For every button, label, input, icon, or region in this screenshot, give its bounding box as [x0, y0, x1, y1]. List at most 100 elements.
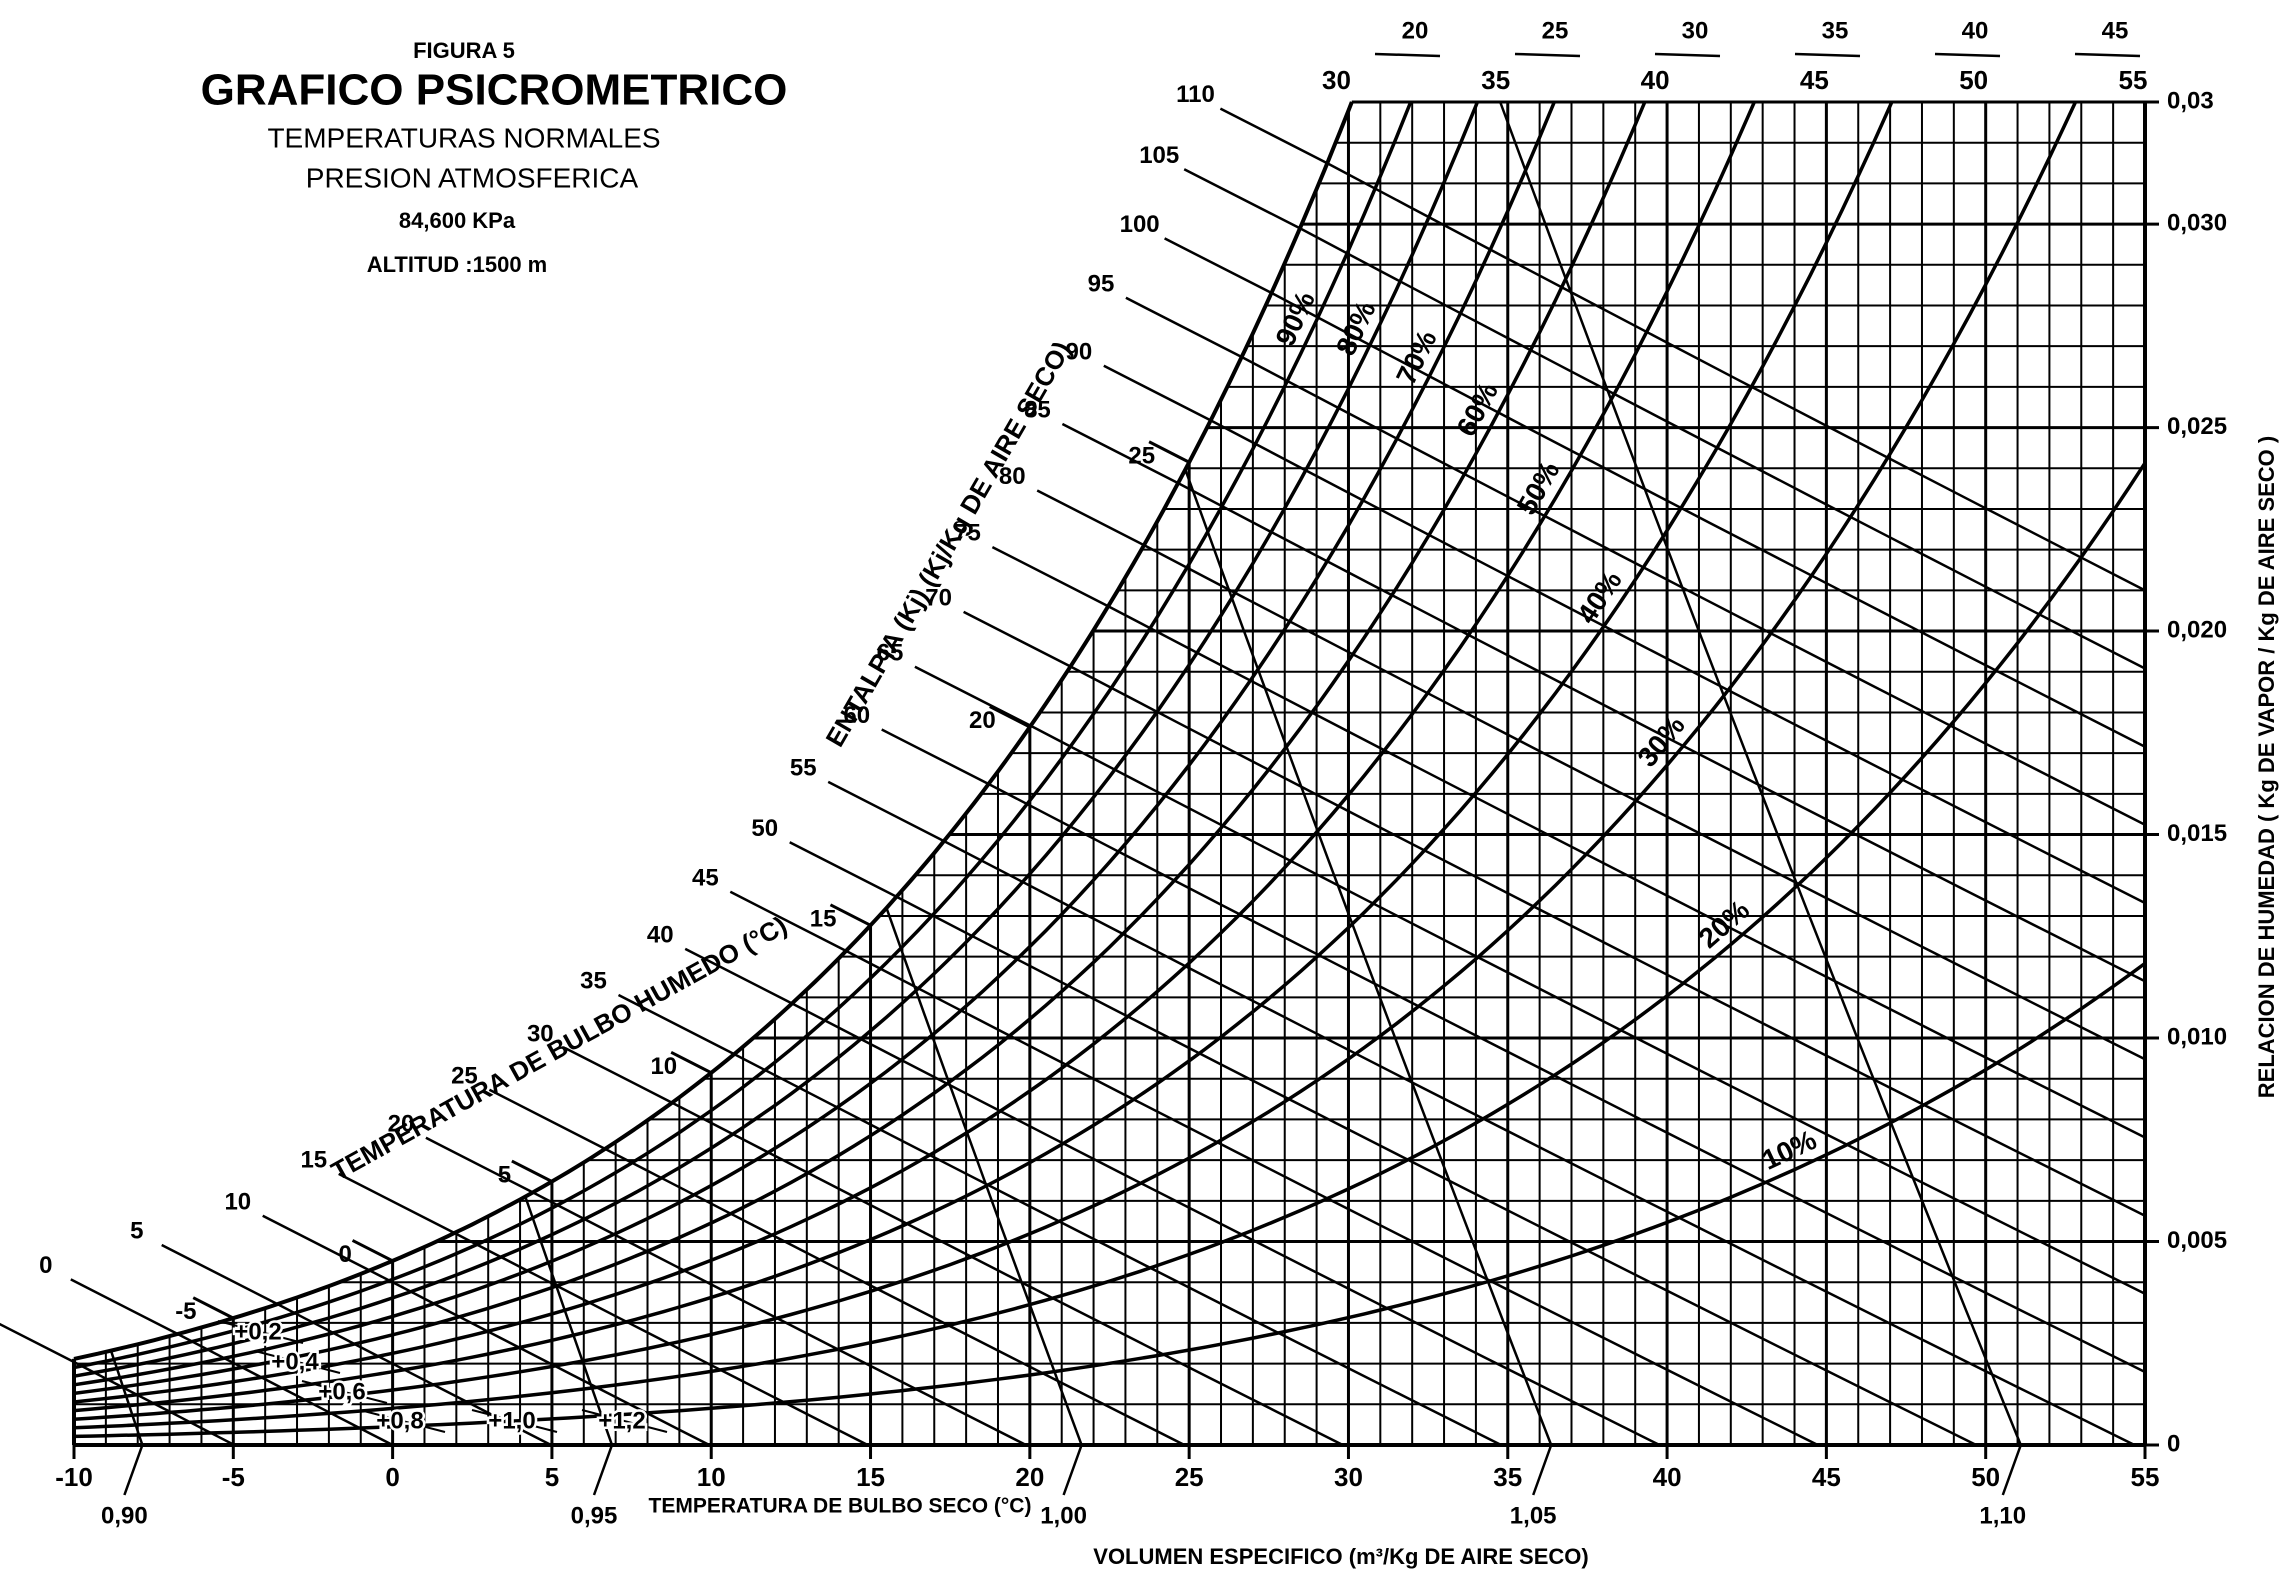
volume-label: 1,00: [1040, 1502, 1087, 1529]
enthalpy-label: 100: [1120, 211, 1160, 238]
enthalpy-line: [1103, 364, 2146, 905]
volume-line: [109, 1350, 144, 1496]
rh-curve: [73, 462, 2147, 1430]
chart-title: GRAFICO PSICROMETRICO: [201, 66, 788, 115]
volume-label: 1,10: [1979, 1502, 2026, 1529]
y-tick-label: 0: [2167, 1430, 2180, 1457]
enthalpy-label: 60: [843, 702, 870, 729]
volume-line: [1184, 469, 1553, 1496]
wet-bulb-top-tick: [1654, 52, 1721, 58]
wet-bulb-tick: [670, 1050, 712, 1075]
enthalpy-line: [0, 1322, 235, 1447]
wet-bulb-tick: [829, 903, 872, 927]
deviation-curve: [217, 1320, 304, 1344]
y-tick-label: 0,005: [2167, 1227, 2227, 1254]
wet-bulb-label: 25: [1128, 442, 1155, 469]
volume-line: [524, 1196, 614, 1496]
rh-curve: [73, 101, 1756, 1404]
x-tick-label-top: 35: [1481, 65, 1510, 95]
enthalpy-line: [1125, 296, 2146, 826]
x-tick-label-top: 30: [1322, 65, 1351, 95]
deviation-label: +0,2: [234, 1318, 281, 1345]
enthalpy-line: [488, 1088, 1185, 1447]
enthalpy-label: 10: [224, 1188, 251, 1215]
enthalpy-line: [262, 1214, 710, 1447]
figure-label: FIGURA 5: [413, 38, 515, 63]
subtitle: ALTITUD :1500 m: [367, 252, 548, 277]
wet-bulb-label: -5: [175, 1298, 196, 1325]
x-tick-label: 25: [1175, 1462, 1204, 1492]
wet-bulb-top-label: 20: [1402, 17, 1429, 44]
enthalpy-label: 0: [39, 1252, 52, 1279]
enthalpy-line: [1183, 168, 2146, 670]
enthalpy-label: 65: [877, 639, 904, 666]
x-tick-label: 15: [856, 1462, 885, 1492]
enthalpy-line: [70, 1278, 394, 1447]
enthalpy-line: [425, 1136, 1027, 1447]
x-tick-label-top: 55: [2119, 65, 2148, 95]
volume-axis-label: VOLUMEN ESPECIFICO (m³/Kg DE AIRE SECO): [1093, 1544, 1588, 1569]
wet-bulb-label: 20: [969, 707, 996, 734]
enthalpy-label: 90: [1066, 338, 1093, 365]
enthalpy-line: [729, 890, 1819, 1447]
y-axis-label: RELACION DE HUMEDAD ( Kg DE VAPOR / Kg D…: [2254, 436, 2279, 1098]
enthalpy-line: [827, 780, 2136, 1447]
x-tick-label: 10: [697, 1462, 726, 1492]
wet-bulb-top-tick: [1794, 52, 1861, 58]
enthalpy-label: 25: [451, 1062, 478, 1089]
deviation-label: +1,2: [598, 1407, 645, 1434]
x-tick-label: 0: [385, 1462, 399, 1492]
wet-bulb-top-tick: [1374, 52, 1441, 58]
wet-bulb-tick: [1148, 440, 1190, 464]
wet-bulb-top-tick: [1514, 52, 1581, 58]
y-tick-label: 0,015: [2167, 820, 2227, 847]
x-tick-label-top: 50: [1959, 65, 1988, 95]
wet-bulb-label: 15: [810, 905, 837, 932]
x-axis-label: TEMPERATURA DE BULBO SECO (°C): [649, 1495, 1032, 1518]
wet-bulb-top-label: 45: [2102, 17, 2129, 44]
subtitle: 84,600 KPa: [399, 208, 516, 233]
x-tick-label: 20: [1015, 1462, 1044, 1492]
volume-label: 1,05: [1510, 1502, 1557, 1529]
enthalpy-label: 80: [999, 463, 1026, 490]
enthalpy-line: [564, 1046, 1344, 1447]
enthalpy-label: 15: [300, 1147, 327, 1174]
enthalpy-line: [991, 545, 2146, 1139]
rh-curve: [73, 101, 1894, 1413]
wet-bulb-top-label: 35: [1822, 17, 1849, 44]
subtitle: TEMPERATURAS NORMALES: [267, 122, 660, 153]
y-tick-label: 0,020: [2167, 616, 2227, 643]
deviation-label: +0,6: [318, 1378, 365, 1405]
enthalpy-label: 75: [954, 520, 981, 547]
rh-curve: [73, 101, 1413, 1370]
x-tick-label: -10: [55, 1462, 93, 1492]
deviation-curve: [301, 1380, 388, 1404]
x-tick-label-top: 40: [1641, 65, 1670, 95]
y-tick-label: 0,030: [2167, 209, 2227, 236]
subtitle: PRESION ATMOSFERICA: [306, 162, 639, 193]
x-tick-label: 35: [1493, 1462, 1522, 1492]
deviation-curve: [471, 1409, 558, 1433]
wet-bulb-tick: [351, 1239, 394, 1263]
enthalpy-line: [1164, 237, 2146, 748]
enthalpy-line: [789, 841, 1977, 1447]
enthalpy-label: 35: [580, 968, 607, 995]
wet-bulb-tick: [989, 705, 1031, 729]
volume-line: [1499, 101, 2023, 1496]
volume-line: [885, 907, 1083, 1496]
enthalpy-line: [338, 1172, 869, 1447]
y-tick-label: 0,03: [2167, 87, 2214, 114]
enthalpy-line: [1061, 422, 2146, 983]
enthalpy-line: [963, 610, 2146, 1217]
x-tick-label-top: 45: [1800, 65, 1829, 95]
enthalpy-label: 30: [527, 1021, 554, 1048]
deviation-curve: [359, 1409, 446, 1433]
rh-curve: [73, 101, 2078, 1421]
x-tick-label: 5: [545, 1462, 559, 1492]
wet-bulb-top-tick: [1934, 52, 2001, 58]
enthalpy-line: [881, 728, 2146, 1374]
x-tick-label: 55: [2131, 1462, 2160, 1492]
x-tick-label: 40: [1653, 1462, 1682, 1492]
